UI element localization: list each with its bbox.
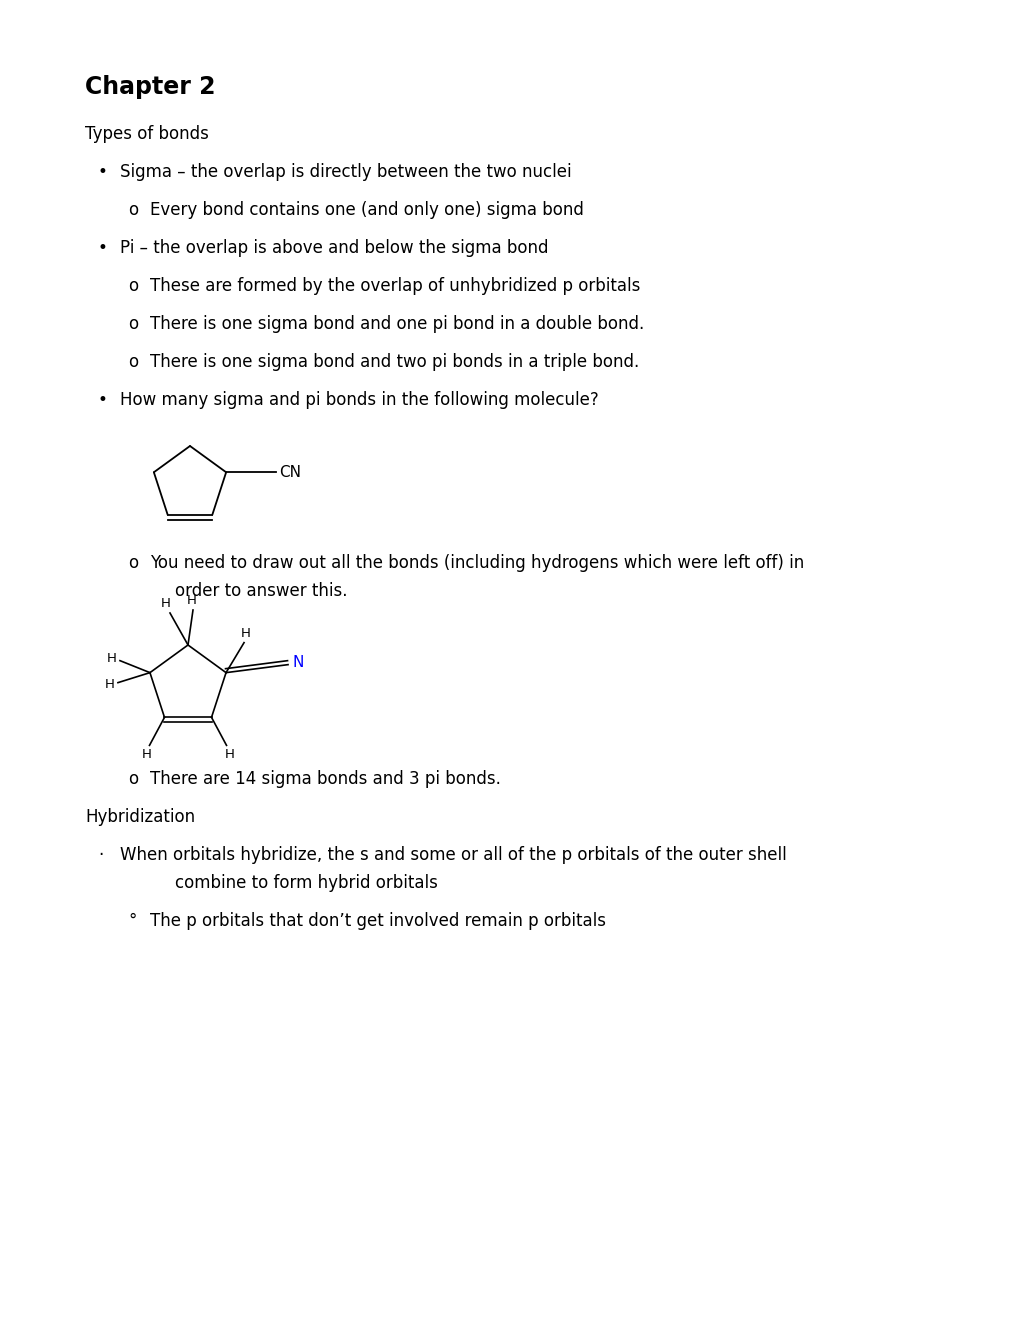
Text: There is one sigma bond and one pi bond in a double bond.: There is one sigma bond and one pi bond … xyxy=(150,315,644,333)
Text: H: H xyxy=(105,678,115,692)
Text: There is one sigma bond and two pi bonds in a triple bond.: There is one sigma bond and two pi bonds… xyxy=(150,352,639,371)
Text: Types of bonds: Types of bonds xyxy=(85,125,209,143)
Text: H: H xyxy=(224,748,234,762)
Text: Sigma – the overlap is directly between the two nuclei: Sigma – the overlap is directly between … xyxy=(120,162,571,181)
Text: •: • xyxy=(98,391,108,409)
Text: o: o xyxy=(127,201,138,219)
Text: order to answer this.: order to answer this. xyxy=(175,582,347,601)
Text: Hybridization: Hybridization xyxy=(85,808,195,826)
Text: o: o xyxy=(127,277,138,294)
Text: H: H xyxy=(107,652,117,665)
Text: Chapter 2: Chapter 2 xyxy=(85,75,215,99)
Text: How many sigma and pi bonds in the following molecule?: How many sigma and pi bonds in the follo… xyxy=(120,391,598,409)
Text: N: N xyxy=(291,655,303,671)
Text: ·: · xyxy=(98,846,103,865)
Text: You need to draw out all the bonds (including hydrogens which were left off) in: You need to draw out all the bonds (incl… xyxy=(150,554,803,572)
Text: o: o xyxy=(127,352,138,371)
Text: There are 14 sigma bonds and 3 pi bonds.: There are 14 sigma bonds and 3 pi bonds. xyxy=(150,770,500,788)
Text: Pi – the overlap is above and below the sigma bond: Pi – the overlap is above and below the … xyxy=(120,239,548,257)
Text: The p orbitals that don’t get involved remain p orbitals: The p orbitals that don’t get involved r… xyxy=(150,912,605,931)
Text: H: H xyxy=(240,627,251,640)
Text: o: o xyxy=(127,770,138,788)
Text: H: H xyxy=(186,594,197,607)
Text: These are formed by the overlap of unhybridized p orbitals: These are formed by the overlap of unhyb… xyxy=(150,277,640,294)
Text: combine to form hybrid orbitals: combine to form hybrid orbitals xyxy=(175,874,437,892)
Text: H: H xyxy=(161,597,171,610)
Text: •: • xyxy=(98,239,108,257)
Text: Every bond contains one (and only one) sigma bond: Every bond contains one (and only one) s… xyxy=(150,201,583,219)
Text: •: • xyxy=(98,162,108,181)
Text: H: H xyxy=(142,748,151,762)
Text: °: ° xyxy=(127,912,137,931)
Text: When orbitals hybridize, the s and some or all of the p orbitals of the outer sh: When orbitals hybridize, the s and some … xyxy=(120,846,786,865)
Text: o: o xyxy=(127,315,138,333)
Text: o: o xyxy=(127,554,138,572)
Text: CN: CN xyxy=(279,465,301,479)
